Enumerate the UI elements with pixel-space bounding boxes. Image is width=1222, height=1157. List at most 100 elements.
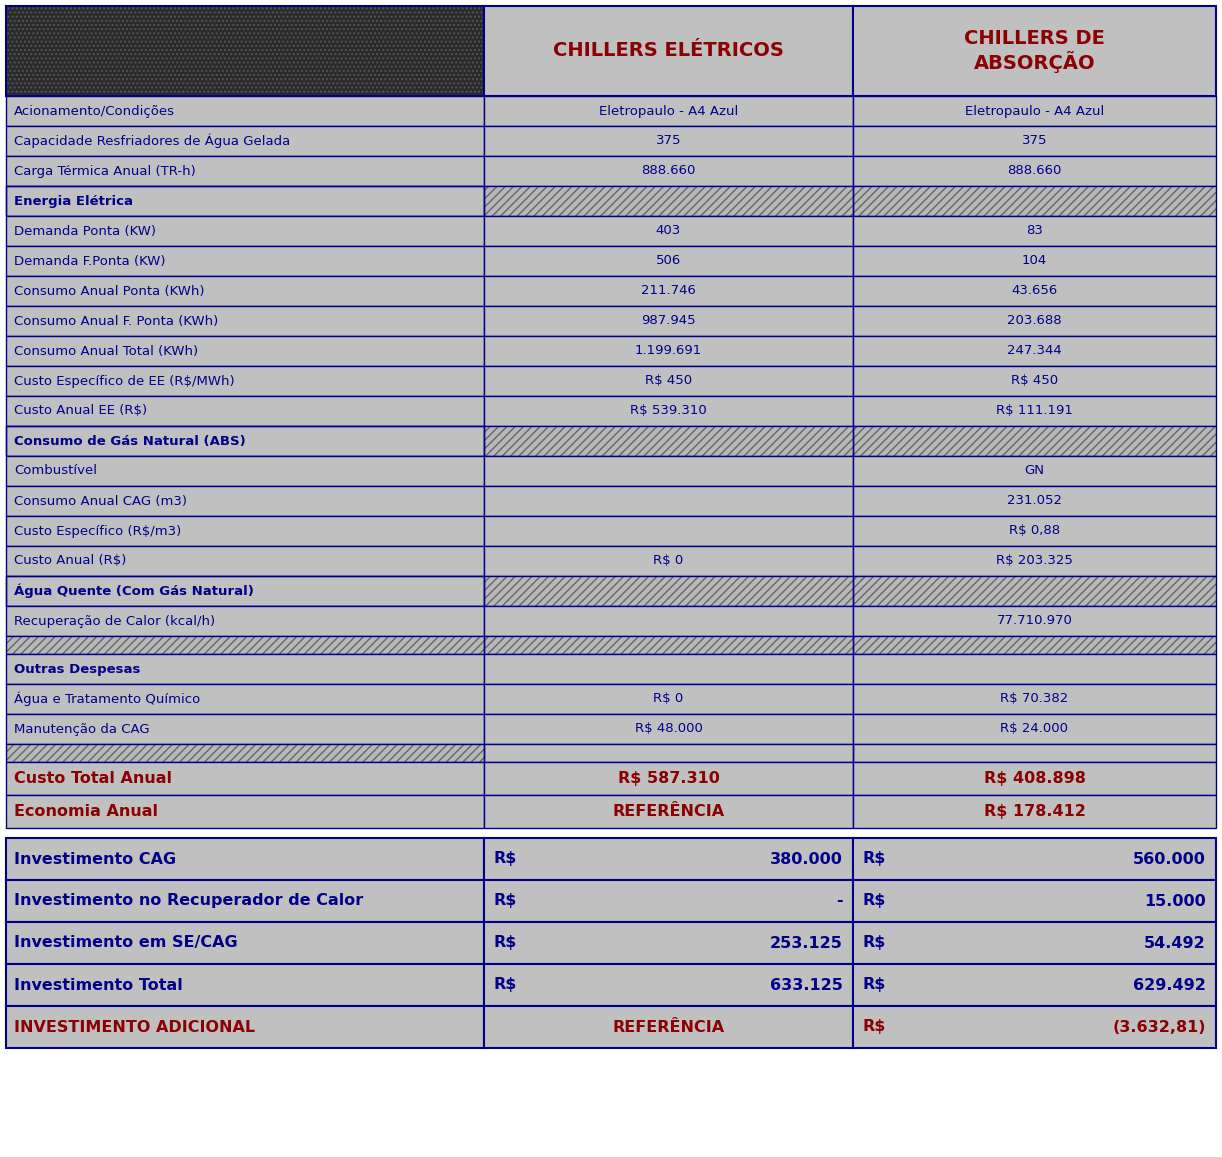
Bar [484, 426, 853, 456]
Text: R$ 48.000: R$ 48.000 [634, 722, 703, 736]
Bar [853, 456, 1216, 486]
Bar [853, 684, 1216, 714]
Bar [484, 216, 853, 246]
Bar [484, 246, 853, 277]
Bar [853, 636, 1216, 654]
Bar [6, 546, 484, 576]
Text: R$: R$ [494, 936, 517, 951]
Text: 203.688: 203.688 [1007, 315, 1062, 327]
Text: Demanda Ponta (KW): Demanda Ponta (KW) [13, 224, 156, 237]
Text: Consumo Anual Ponta (KWh): Consumo Anual Ponta (KWh) [13, 285, 204, 297]
Bar [6, 744, 484, 762]
Text: Consumo de Gás Natural (ABS): Consumo de Gás Natural (ABS) [13, 435, 246, 448]
Bar [484, 576, 853, 606]
Bar [853, 186, 1216, 216]
Text: R$ 450: R$ 450 [645, 375, 692, 388]
Text: CHILLERS ELÉTRICOS: CHILLERS ELÉTRICOS [554, 42, 783, 60]
Text: R$ 539.310: R$ 539.310 [631, 405, 706, 418]
Bar [853, 762, 1216, 795]
Bar [6, 6, 484, 96]
Bar [853, 606, 1216, 636]
Bar [484, 964, 853, 1005]
Bar [853, 246, 1216, 277]
Bar [484, 426, 853, 456]
Bar [6, 186, 484, 216]
Bar [6, 6, 484, 96]
Bar [484, 456, 853, 486]
Bar [853, 156, 1216, 186]
Bar [6, 216, 484, 246]
Text: R$ 178.412: R$ 178.412 [984, 804, 1085, 819]
Text: R$ 24.000: R$ 24.000 [1001, 722, 1068, 736]
Text: Investimento CAG: Investimento CAG [13, 852, 176, 867]
Bar [6, 277, 484, 305]
Text: GN: GN [1024, 464, 1045, 478]
Bar [853, 636, 1216, 654]
Text: R$: R$ [863, 936, 886, 951]
Text: Eletropaulo - A4 Azul: Eletropaulo - A4 Azul [599, 104, 738, 118]
Text: Custo Específico (R$/m3): Custo Específico (R$/m3) [13, 524, 181, 538]
Text: R$ 203.325: R$ 203.325 [996, 554, 1073, 567]
Bar [853, 576, 1216, 606]
Text: R$ 0: R$ 0 [654, 554, 683, 567]
Text: Carga Térmica Anual (TR-h): Carga Térmica Anual (TR-h) [13, 164, 196, 177]
Bar [853, 636, 1216, 654]
Text: (3.632,81): (3.632,81) [1112, 1019, 1206, 1034]
Bar [6, 636, 484, 654]
Text: R$ 450: R$ 450 [1011, 375, 1058, 388]
Bar [6, 246, 484, 277]
Text: R$: R$ [863, 1019, 886, 1034]
Bar [6, 744, 484, 762]
Bar [484, 838, 853, 880]
Text: Água Quente (Com Gás Natural): Água Quente (Com Gás Natural) [13, 584, 254, 598]
Bar [853, 96, 1216, 126]
Text: 375: 375 [656, 134, 681, 147]
Text: Investimento em SE/CAG: Investimento em SE/CAG [13, 936, 237, 951]
Bar [853, 216, 1216, 246]
Text: Capacidade Resfriadores de Água Gelada: Capacidade Resfriadores de Água Gelada [13, 134, 291, 148]
Text: Consumo Anual F. Ponta (KWh): Consumo Anual F. Ponta (KWh) [13, 315, 219, 327]
Bar [853, 1005, 1216, 1048]
Bar [6, 636, 484, 654]
Text: Investimento Total: Investimento Total [13, 978, 183, 993]
Bar [6, 366, 484, 396]
Text: R$ 70.382: R$ 70.382 [1001, 693, 1068, 706]
Bar [853, 6, 1216, 96]
Bar [853, 486, 1216, 516]
Bar [853, 336, 1216, 366]
Text: Combustível: Combustível [13, 464, 97, 478]
Text: REFERÊNCIA: REFERÊNCIA [612, 1019, 725, 1034]
Text: Acionamento/Condições: Acionamento/Condições [13, 104, 175, 118]
Bar [484, 795, 853, 828]
Text: Outras Despesas: Outras Despesas [13, 663, 141, 676]
Bar [484, 606, 853, 636]
Bar [6, 126, 484, 156]
Bar [853, 795, 1216, 828]
Bar [6, 576, 484, 606]
Bar [853, 576, 1216, 606]
Text: 77.710.970: 77.710.970 [997, 614, 1073, 627]
Bar [6, 684, 484, 714]
Text: Demanda F.Ponta (KW): Demanda F.Ponta (KW) [13, 255, 165, 267]
Bar [853, 366, 1216, 396]
Bar [6, 636, 484, 654]
Text: R$: R$ [494, 978, 517, 993]
Bar [484, 186, 853, 216]
Text: 1.199.691: 1.199.691 [635, 345, 703, 358]
Bar [853, 964, 1216, 1005]
Text: Recuperação de Calor (kcal/h): Recuperação de Calor (kcal/h) [13, 614, 215, 627]
Text: 888.660: 888.660 [1007, 164, 1062, 177]
Bar [853, 714, 1216, 744]
Bar [484, 762, 853, 795]
Bar [484, 126, 853, 156]
Bar [484, 277, 853, 305]
Text: 375: 375 [1022, 134, 1047, 147]
Bar [853, 426, 1216, 456]
Text: Energia Elétrica: Energia Elétrica [13, 194, 133, 207]
Bar [853, 922, 1216, 964]
Text: R$ 0: R$ 0 [654, 693, 683, 706]
Text: Manutenção da CAG: Manutenção da CAG [13, 722, 149, 736]
Text: R$ 0,88: R$ 0,88 [1009, 524, 1059, 538]
Text: Custo Anual (R$): Custo Anual (R$) [13, 554, 126, 567]
Bar [6, 838, 484, 880]
